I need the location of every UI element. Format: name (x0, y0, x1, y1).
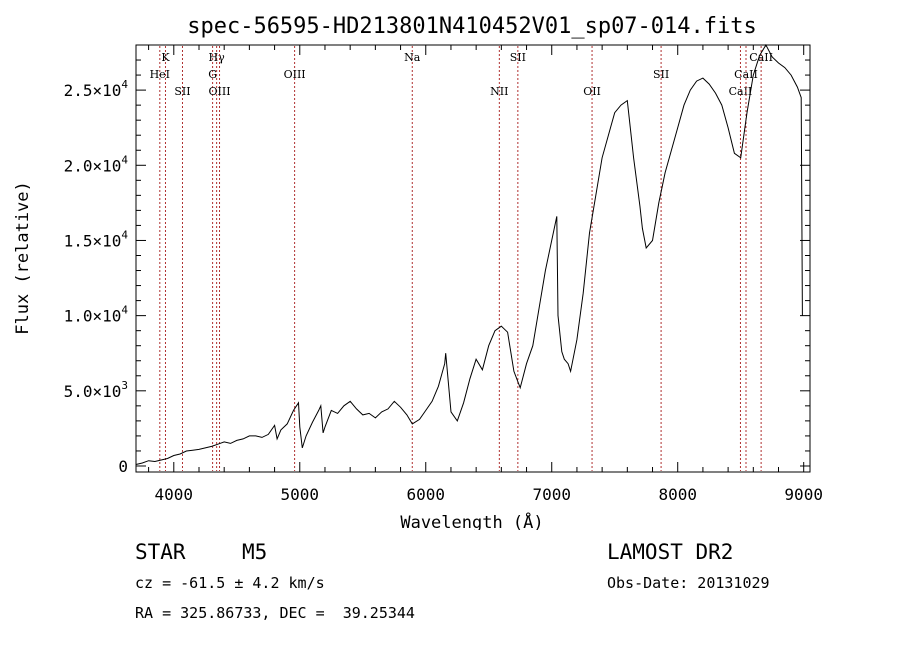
x-tick-label: 9000 (784, 485, 823, 504)
survey-name: LAMOST DR2 (607, 540, 734, 564)
marker-label: NII (490, 85, 508, 98)
marker-label: HeI (150, 68, 170, 81)
marker-label: OIII (208, 85, 230, 98)
marker-label: CaII (734, 68, 758, 81)
object-subclass: M5 (242, 540, 268, 564)
y-tick-label: 1.5×104 (64, 228, 129, 250)
y-tick-label: 0 (118, 457, 128, 476)
ra-dec: RA = 325.86733, DEC = 39.25344 (135, 604, 415, 622)
x-tick-label: 7000 (532, 485, 571, 504)
object-class: STAR (135, 540, 186, 564)
y-tick-label: 5.0×103 (64, 379, 128, 401)
plot-frame (135, 44, 811, 473)
y-axis-label: Flux (relative) (13, 181, 33, 335)
marker-label: CaII (729, 85, 753, 98)
x-axis-label: Wavelength (Å) (400, 511, 543, 530)
marker-label: G (208, 68, 217, 81)
marker-label: SII (174, 85, 190, 98)
x-tick-label: 6000 (406, 485, 445, 504)
x-tick-label: 4000 (155, 485, 194, 504)
marker-label: OII (583, 85, 601, 98)
marker-label: CaII (749, 51, 773, 64)
y-tick-label: 2.5×104 (64, 78, 129, 100)
spectrum-chart: spec-56595-HD213801N410452V01_sp07-014.f… (13, 14, 823, 530)
y-axis: 0 5.0×103 1.0×104 1.5×104 2.0×104 2.5×104 (64, 59, 810, 476)
x-axis: 4000 5000 6000 7000 8000 9000 (148, 45, 823, 504)
line-markers: K HeI SII Hγ G OIII OIII Na NII SII OII SII CaII CaII… (150, 46, 773, 471)
x-tick-label: 5000 (281, 485, 320, 504)
spectrum-line (135, 43, 803, 465)
marker-label: Hγ (209, 51, 226, 64)
obs-date: Obs-Date: 20131029 (607, 574, 770, 592)
redshift-cz: cz = -61.5 ± 4.2 km/s (135, 574, 325, 592)
marker-label: Na (404, 51, 421, 64)
marker-label: OIII (284, 68, 306, 81)
marker-label: SII (653, 68, 669, 81)
x-tick-label: 8000 (658, 485, 697, 504)
chart-title: spec-56595-HD213801N410452V01_sp07-014.f… (187, 14, 757, 39)
marker-label: SII (510, 51, 526, 64)
marker-label: K (161, 51, 170, 64)
y-tick-label: 1.0×104 (64, 304, 129, 326)
y-tick-label: 2.0×104 (64, 153, 129, 175)
